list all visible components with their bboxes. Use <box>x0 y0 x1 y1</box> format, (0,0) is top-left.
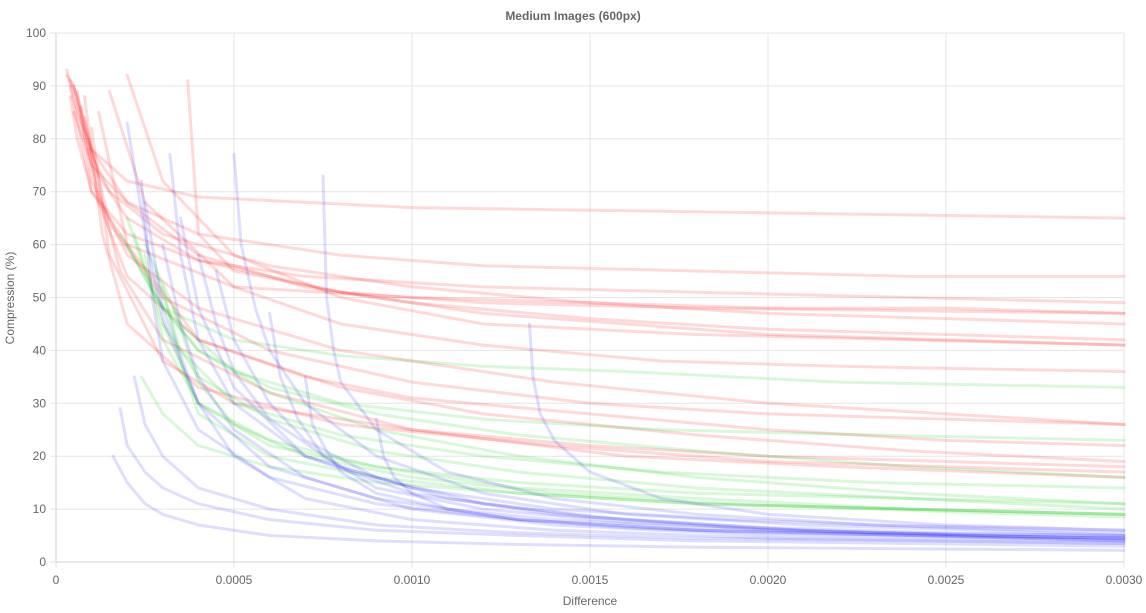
series-line-red <box>72 110 1126 278</box>
series-line-red <box>68 94 1126 315</box>
y-axis-title: Compression (%) <box>3 252 17 345</box>
series-line-green <box>171 306 1126 519</box>
series-line-blue <box>161 243 1126 543</box>
series-line-green <box>143 243 1126 442</box>
series-line-green <box>154 269 1126 490</box>
series-line-red <box>75 89 1126 426</box>
y-tick-label: 50 <box>33 291 47 305</box>
series-line-red <box>68 79 1126 342</box>
series-line-green <box>118 232 1126 389</box>
series-line-red <box>86 147 1126 479</box>
series-line-blue <box>132 375 1126 545</box>
series-line-blue <box>111 454 1126 552</box>
series-line-blue <box>303 375 1126 538</box>
series-layer <box>65 68 1126 552</box>
x-tick-label: 0.0010 <box>394 573 431 587</box>
axes: 0 10 20 30 40 50 60 70 80 90 100 0 0.0005 0.0010 0.001… <box>26 26 1143 587</box>
series-line-blue <box>527 322 1126 532</box>
series-line-blue <box>125 121 1126 543</box>
series-line-red <box>65 68 1126 220</box>
x-tick-label: 0.0025 <box>928 573 965 587</box>
series-line-red <box>97 110 1126 448</box>
series-line-blue <box>214 269 1126 540</box>
series-line-red <box>82 116 1126 426</box>
series-line-blue <box>268 311 1126 540</box>
series-line-green <box>132 232 1126 511</box>
y-tick-label: 60 <box>33 238 47 252</box>
series-line-red <box>90 126 1126 469</box>
series-line-green <box>125 243 1126 479</box>
series-line-blue <box>168 153 1126 535</box>
x-tick-label: 0.0020 <box>750 573 787 587</box>
series-line-blue <box>232 153 1126 538</box>
x-tick-label: 0.0015 <box>572 573 609 587</box>
series-line-green <box>161 322 1126 506</box>
series-line-red <box>68 84 1126 305</box>
series-line-red <box>107 89 1126 374</box>
y-tick-label: 70 <box>33 185 47 199</box>
series-line-green <box>143 253 1126 516</box>
y-tick-label: 80 <box>33 132 47 146</box>
series-line-red <box>72 84 1126 347</box>
series-line-green <box>125 216 1126 506</box>
y-tick-label: 40 <box>33 343 47 357</box>
series-line-red <box>186 79 1126 315</box>
series-line-blue <box>143 200 1126 545</box>
chart-title: Medium Images (600px) <box>505 9 640 23</box>
x-tick-label: 0 <box>53 573 60 587</box>
series-line-blue <box>179 216 1126 540</box>
y-tick-label: 30 <box>33 396 47 410</box>
y-tick-label: 20 <box>33 449 47 463</box>
series-line-red <box>65 73 1126 326</box>
x-tick-label: 0.0005 <box>216 573 253 587</box>
series-line-red <box>125 73 1126 347</box>
series-line-blue <box>139 179 1126 543</box>
series-line-blue <box>118 407 1126 548</box>
series-line-green <box>161 285 1126 516</box>
series-line-blue <box>374 417 1126 540</box>
series-line-green <box>139 375 1126 516</box>
y-tick-label: 90 <box>33 79 47 93</box>
series-line-red <box>79 105 1126 463</box>
series-line-blue <box>196 253 1126 538</box>
x-tick-label: 0.0030 <box>1106 573 1143 587</box>
y-tick-label: 100 <box>26 26 46 40</box>
y-tick-label: 10 <box>33 502 47 516</box>
series-line-blue <box>321 174 1126 532</box>
x-axis-title: Difference <box>563 594 618 608</box>
y-tick-label: 0 <box>39 555 46 569</box>
series-line-red <box>82 94 1126 474</box>
